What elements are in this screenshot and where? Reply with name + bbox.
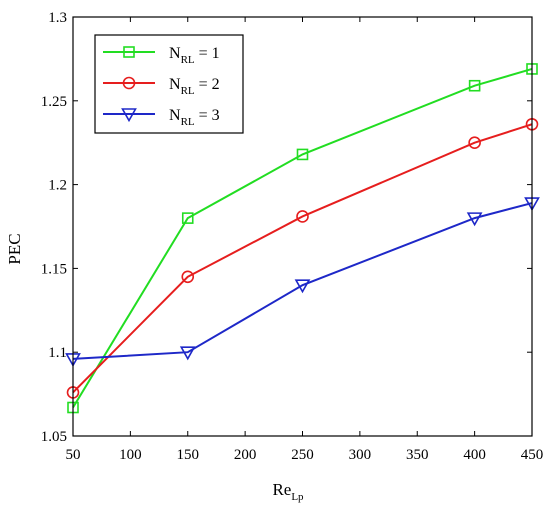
legend-label-subscript: RL (181, 85, 195, 97)
y-tick-label: 1.15 (41, 261, 67, 277)
x-tick-label: 50 (66, 447, 81, 463)
plot-area (65, 63, 540, 414)
x-tick-label: 150 (177, 447, 200, 463)
legend-label-main: N (169, 45, 181, 62)
x-tick-label: 100 (119, 447, 142, 463)
x-tick-label: 350 (406, 447, 429, 463)
x-axis-label-main: Re (272, 480, 291, 499)
x-tick-label: 300 (349, 447, 372, 463)
series-3-point (466, 212, 483, 227)
legend-label-main: N (169, 76, 181, 93)
x-tick-label: 400 (463, 447, 486, 463)
legend-label-2: NRL = 2 (169, 76, 220, 97)
y-tick-label: 1.1 (48, 345, 67, 361)
y-tick-label: 1.2 (48, 178, 67, 194)
x-tick-label: 250 (291, 447, 314, 463)
x-tick-label: 200 (234, 447, 257, 463)
y-axis-label: PEC (5, 233, 24, 264)
legend-label-value: = 1 (195, 45, 220, 62)
x-axis-label-subscript: Lp (291, 491, 304, 503)
series-line-1 (72, 67, 533, 409)
legend-label-value: = 2 (195, 76, 220, 93)
legend-label-1: NRL = 1 (169, 45, 220, 66)
legend-label-value: = 3 (195, 107, 220, 124)
x-axis-label: ReLp (272, 480, 304, 503)
legend-label-subscript: RL (181, 54, 195, 66)
series-1-point (296, 148, 309, 161)
legend-marker-1 (123, 46, 135, 58)
y-tick-label: 1.3 (48, 10, 67, 26)
series-3-point (179, 346, 196, 361)
legend-label-subscript: RL (181, 116, 195, 128)
series-1-point (468, 79, 481, 92)
series-line-3 (72, 202, 533, 360)
series-2-point (296, 210, 309, 223)
legend-label-main: N (169, 107, 181, 124)
legend-marker-2 (122, 76, 136, 90)
series-3-point (294, 279, 311, 294)
y-tick-label: 1.05 (41, 429, 67, 445)
y-tick-label: 1.25 (41, 94, 67, 110)
axes: 50 100 150 200 250 300 350 400 450 1.05 1.1 1.15 1.2… (41, 10, 544, 463)
series-1-point (181, 212, 194, 224)
series-line-2 (72, 123, 533, 394)
legend-marker-3 (121, 108, 137, 123)
x-tick-label: 450 (521, 447, 544, 463)
legend-label-3: NRL = 3 (169, 107, 220, 128)
series-2-point (181, 270, 195, 284)
series-2-point (468, 136, 481, 149)
